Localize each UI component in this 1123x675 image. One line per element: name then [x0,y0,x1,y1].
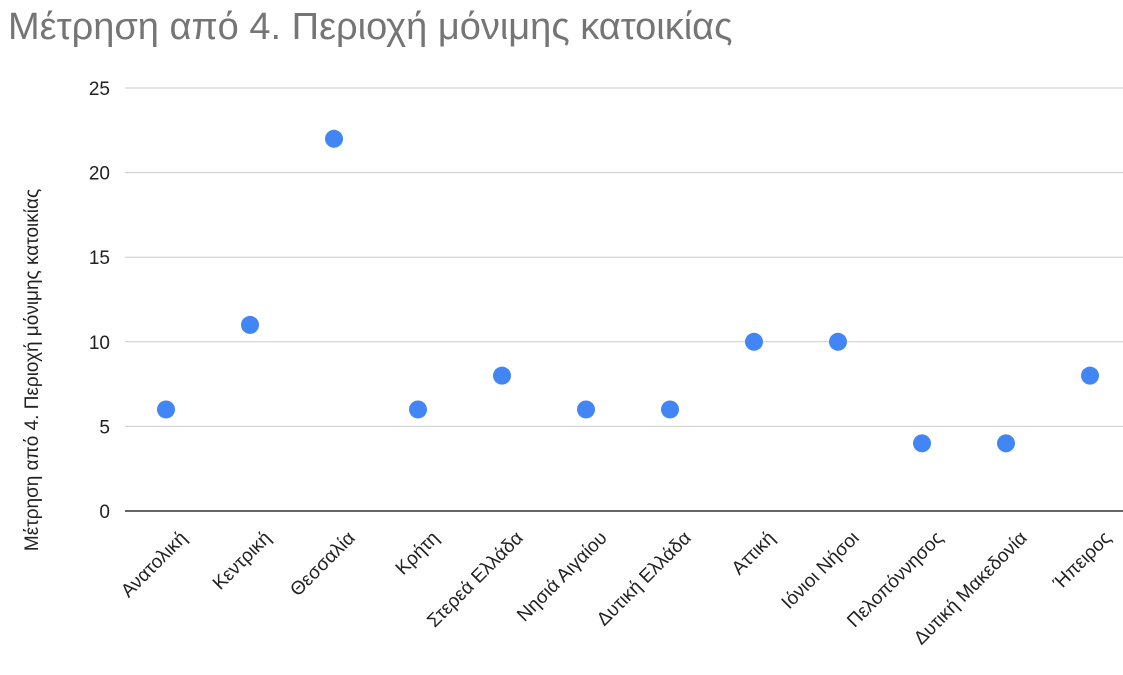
y-axis-title: Μέτρηση από 4. Περιοχή μόνιμης κατοικίας [22,189,43,551]
data-point [745,332,763,351]
y-axis-ticks: 0 5 10 15 20 25 [89,79,110,523]
x-tick-label: Ανατολική [117,528,191,602]
data-point [997,434,1015,453]
data-point [241,315,259,334]
data-point [829,332,847,351]
data-point [493,366,511,385]
y-tick-label: 25 [89,79,110,100]
y-tick-label: 20 [89,164,110,185]
x-tick-label: Θεσσαλία [286,528,359,601]
y-tick-label: 10 [89,333,110,354]
data-point [325,129,343,148]
y-tick-label: 0 [99,502,110,523]
data-points [157,129,1099,453]
data-point [157,400,175,419]
x-tick-label: Κρήτη [392,528,444,580]
data-point [409,400,427,419]
gridlines [125,87,1123,512]
data-point [913,434,931,453]
data-point [1081,366,1099,385]
y-tick-label: 5 [99,417,110,438]
x-tick-label: Αττική [728,528,780,580]
data-point [577,400,595,419]
x-tick-label: Κεντρική [209,528,276,595]
x-tick-label: Ήπειρος [1049,528,1116,595]
y-tick-label: 15 [89,248,110,269]
x-tick-label: Ιόνιοι Νήσοι [778,528,864,614]
data-point [661,400,679,419]
chart-title: Μέτρηση από 4. Περιοχή μόνιμης κατοικίας [8,6,733,48]
